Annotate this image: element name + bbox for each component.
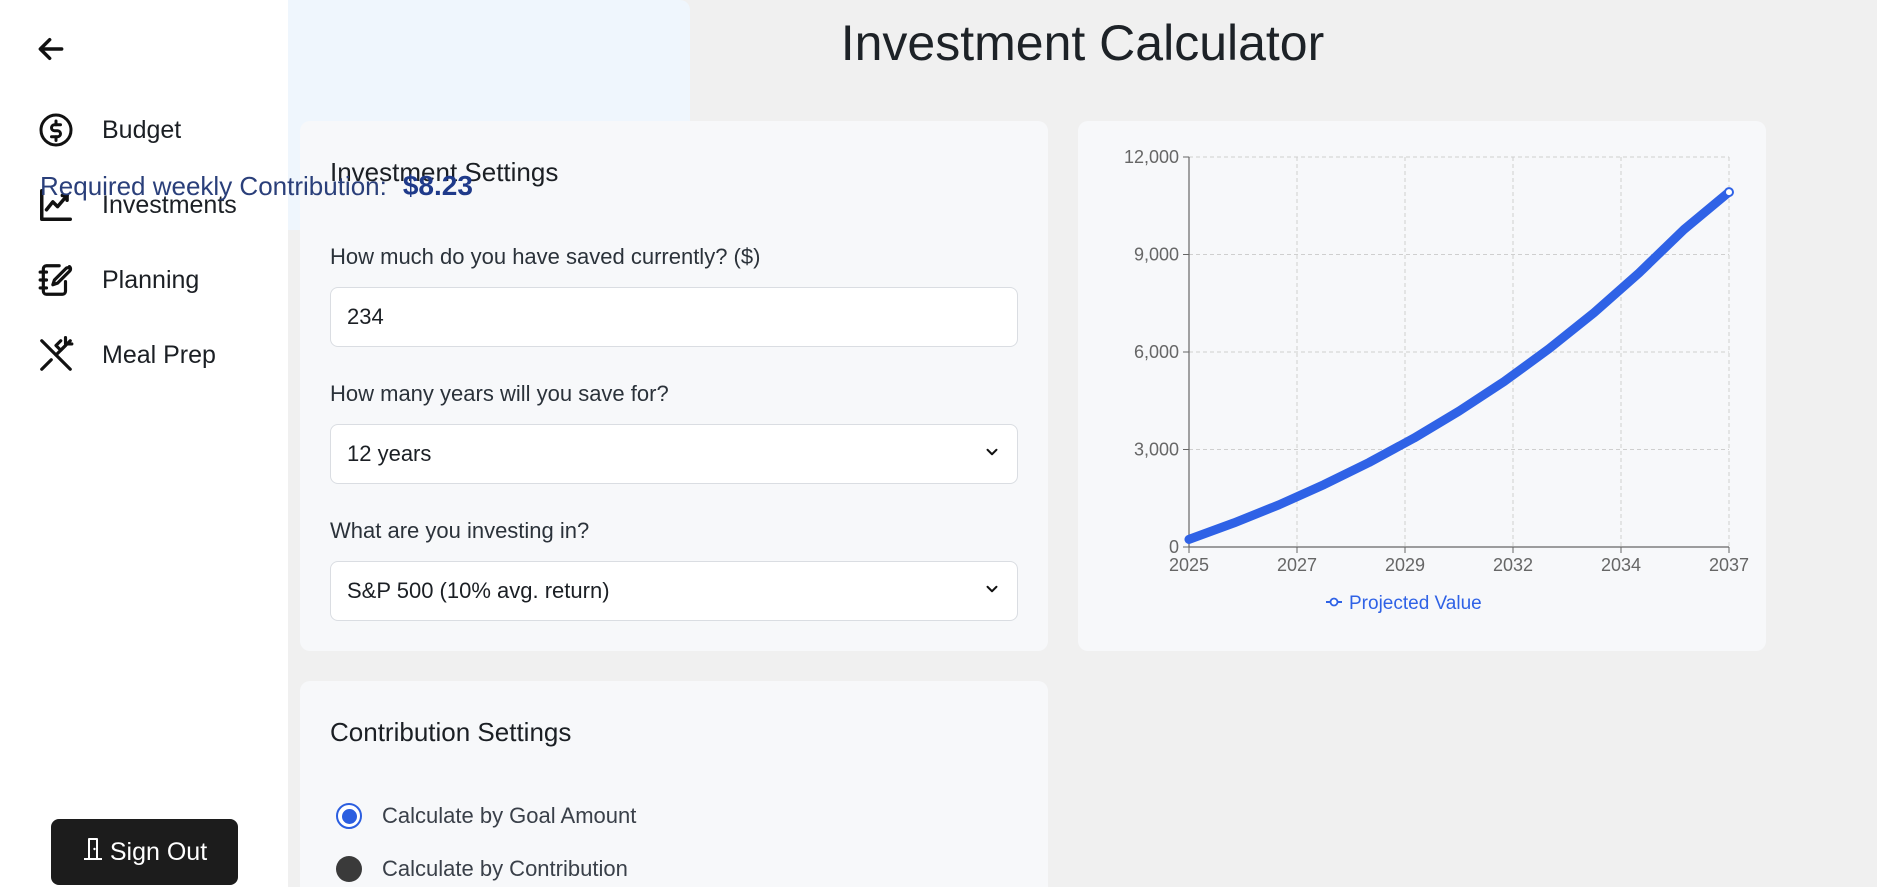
x-tick-label: 2029: [1385, 555, 1425, 575]
legend-label-projected-value: Projected Value: [1349, 593, 1482, 614]
asset-select-value: S&P 500 (10% avg. return): [347, 578, 610, 603]
projection-chart: 2025 2027 2029 2032 2034 2037 0 3,000 6,000 9,000…: [1124, 147, 1749, 614]
sidebar-item-meal-prep[interactable]: Meal Prep: [36, 335, 216, 375]
sidebar-item-label: Planning: [102, 265, 200, 294]
asset-label: What are you investing in?: [330, 518, 590, 543]
weekly-contribution-value: $8.23: [402, 170, 473, 201]
projection-chart-card: 2025 2027 2029 2032 2034 2037 0 3,000 6,000 9,000…: [1078, 121, 1766, 651]
arrow-left-icon: [35, 33, 67, 70]
sidebar-item-investments[interactable]: Investments: [36, 185, 237, 225]
weekly-contribution-label: Required weekly Contribution:: [40, 171, 387, 201]
y-tick-label: 0: [1169, 537, 1179, 557]
chevron-down-icon: [983, 441, 1001, 467]
door-exit-icon: [82, 836, 106, 869]
x-tick-label: 2032: [1493, 555, 1533, 575]
y-tick-label: 9,000: [1134, 245, 1179, 265]
sidebar: Budget Investments Planning Meal Prep Si…: [0, 0, 288, 887]
years-select-value: 12 years: [347, 441, 432, 466]
saved-amount-input[interactable]: [330, 287, 1018, 347]
utensils-icon: [36, 335, 76, 375]
investment-settings-card: Investment Settings How much do you have…: [300, 121, 1048, 651]
sidebar-item-label: Investments: [102, 190, 237, 219]
goal-amount-radio[interactable]: [336, 803, 362, 829]
contribution-radio[interactable]: [336, 856, 362, 882]
sidebar-item-label: Meal Prep: [102, 340, 216, 369]
contribution-settings-card: Contribution Settings Calculate by Goal …: [300, 681, 1048, 887]
result-row: Required weekly Contribution: $8.23: [40, 170, 473, 202]
goal-amount-radio-option[interactable]: Calculate by Goal Amount: [336, 803, 636, 829]
data-point-end: [1724, 187, 1734, 198]
years-select[interactable]: 12 years: [330, 424, 1018, 484]
contribution-radio-option[interactable]: Calculate by Contribution: [336, 856, 628, 882]
contribution-settings-title: Contribution Settings: [330, 717, 572, 747]
x-tick-label: 2034: [1601, 555, 1641, 575]
sign-out-label: Sign Out: [109, 837, 208, 866]
legend-marker: [1329, 597, 1339, 607]
saved-amount-label: How much do you have saved currently? ($…: [330, 244, 761, 269]
back-button[interactable]: [34, 34, 68, 68]
sign-out-button[interactable]: Sign Out: [51, 819, 238, 885]
notebook-pen-icon: [36, 260, 76, 300]
goal-amount-label: Calculate by Goal Amount: [382, 803, 637, 828]
asset-select[interactable]: S&P 500 (10% avg. return): [330, 561, 1018, 621]
years-label: How many years will you save for?: [330, 381, 669, 406]
series-line-projected-value: [1184, 187, 1734, 544]
contribution-label: Calculate by Contribution: [382, 856, 628, 881]
y-tick-label: 12,000: [1124, 147, 1179, 167]
sidebar-item-budget[interactable]: Budget: [36, 110, 181, 150]
x-tick-label: 2037: [1709, 555, 1749, 575]
x-tick-label: 2025: [1169, 555, 1209, 575]
x-tick-label: 2027: [1277, 555, 1317, 575]
sidebar-item-label: Budget: [102, 115, 182, 144]
y-tick-label: 6,000: [1134, 342, 1179, 362]
y-tick-label: 3,000: [1134, 440, 1179, 460]
investment-settings-title: Investment Settings: [330, 157, 559, 187]
chevron-down-icon: [983, 578, 1001, 604]
line-chart-icon: [36, 185, 76, 225]
sidebar-item-planning[interactable]: Planning: [36, 260, 199, 300]
dollar-circle-icon: [36, 110, 76, 150]
page-title: Investment Calculator: [840, 15, 1325, 71]
